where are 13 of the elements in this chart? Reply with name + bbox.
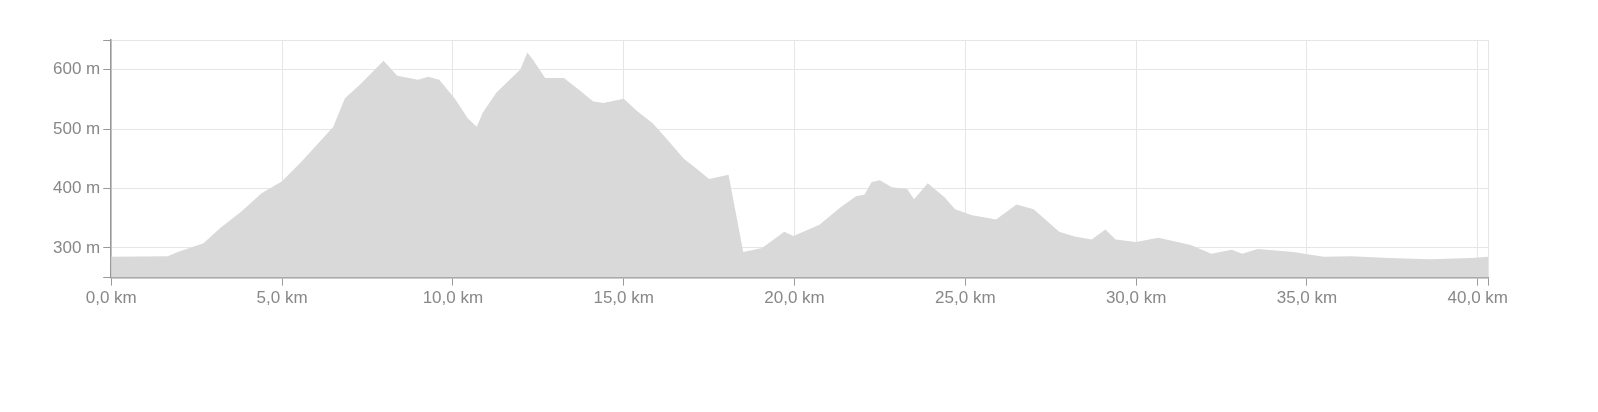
- y-tick-label: 600 m: [53, 59, 101, 79]
- x-tick-label: 10,0 km: [422, 288, 484, 308]
- y-tick-label: 300 m: [53, 237, 101, 257]
- x-tick-label: 5,0 km: [256, 288, 308, 308]
- x-tick-label: 0,0 km: [85, 288, 137, 308]
- y-tick-label: 500 m: [53, 118, 101, 138]
- x-tick-label: 40,0 km: [1447, 288, 1508, 308]
- y-tick-label: 400 m: [53, 178, 101, 198]
- x-tick-label: 35,0 km: [1276, 288, 1338, 308]
- x-tick-label: 15,0 km: [593, 288, 654, 308]
- x-tick-label: 25,0 km: [935, 288, 996, 308]
- x-tick-label: 30,0 km: [1105, 288, 1167, 308]
- x-tick-label: 20,0 km: [764, 288, 825, 308]
